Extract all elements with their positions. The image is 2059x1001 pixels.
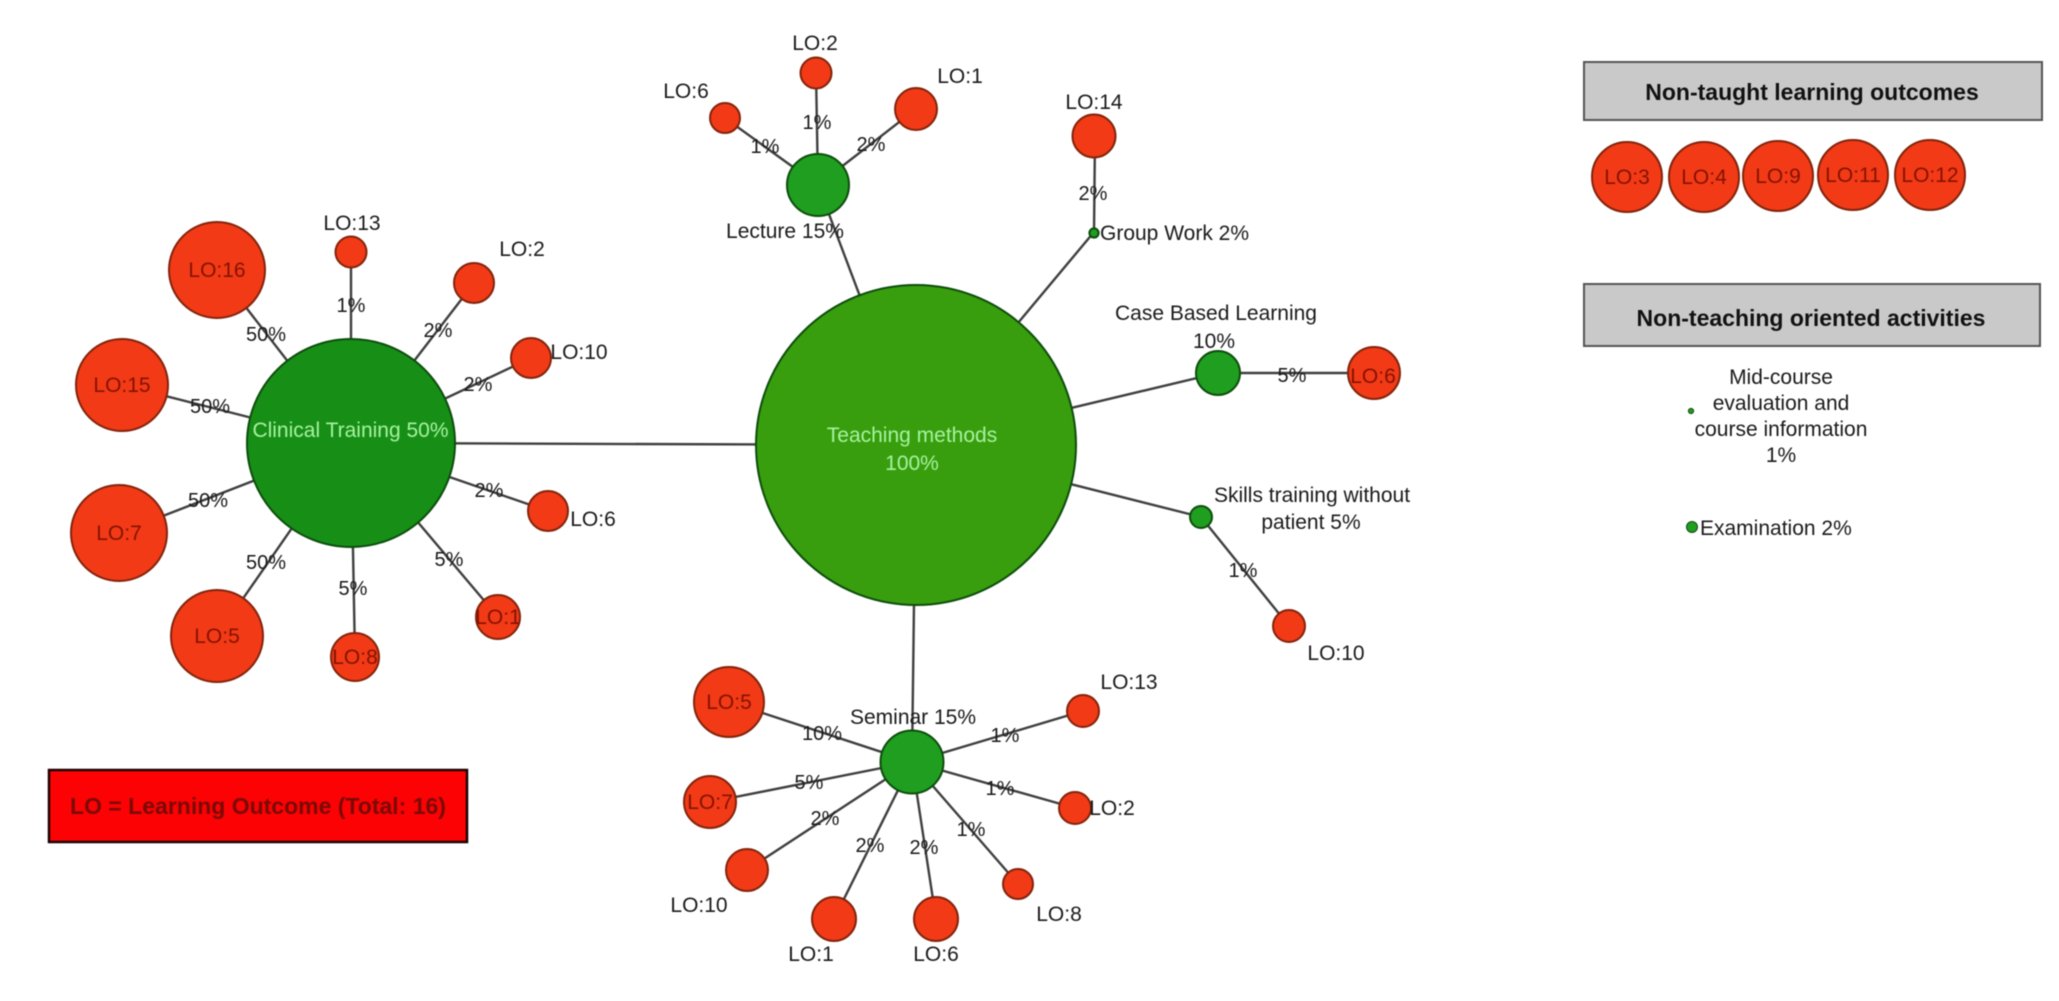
svg-text:5%: 5%	[1278, 365, 1307, 387]
svg-text:LO:7: LO:7	[687, 791, 733, 814]
svg-text:Non-teaching oriented activiti: Non-teaching oriented activities	[1637, 305, 1986, 331]
svg-text:1%: 1%	[1229, 560, 1258, 582]
svg-text:LO:1: LO:1	[937, 65, 983, 88]
svg-text:2%: 2%	[910, 837, 939, 859]
svg-text:1%: 1%	[957, 819, 986, 841]
svg-text:Non-taught learning outcomes: Non-taught learning outcomes	[1645, 79, 1979, 105]
svg-text:LO:10: LO:10	[670, 894, 727, 917]
svg-text:Mid-course: Mid-course	[1729, 366, 1833, 389]
svg-text:LO:15: LO:15	[93, 374, 150, 397]
svg-text:course information: course information	[1695, 418, 1868, 441]
svg-text:Teaching methods: Teaching methods	[827, 424, 997, 447]
svg-text:LO:10: LO:10	[1307, 642, 1364, 665]
svg-text:2%: 2%	[857, 134, 886, 156]
svg-text:LO:10: LO:10	[550, 341, 607, 364]
svg-text:patient 5%: patient 5%	[1261, 511, 1360, 534]
svg-text:1%: 1%	[803, 112, 832, 134]
svg-text:50%: 50%	[190, 396, 230, 418]
svg-text:2%: 2%	[424, 320, 453, 342]
svg-text:LO:5: LO:5	[706, 691, 752, 714]
svg-text:LO:11: LO:11	[1825, 164, 1881, 187]
svg-text:LO:13: LO:13	[323, 212, 380, 235]
svg-text:2%: 2%	[811, 808, 840, 830]
svg-text:50%: 50%	[188, 490, 228, 512]
svg-text:Clinical Training 50%: Clinical Training 50%	[252, 419, 448, 442]
svg-text:LO:1: LO:1	[788, 943, 834, 966]
svg-text:2%: 2%	[475, 480, 504, 502]
svg-text:10%: 10%	[1193, 330, 1235, 353]
svg-text:LO:9: LO:9	[1755, 165, 1801, 188]
svg-text:Case Based Learning: Case Based Learning	[1115, 302, 1317, 325]
svg-text:LO:6: LO:6	[570, 508, 616, 531]
svg-text:LO:1: LO:1	[475, 606, 521, 629]
svg-text:LO:5: LO:5	[194, 625, 240, 648]
svg-text:50%: 50%	[246, 324, 286, 346]
svg-text:1%: 1%	[337, 295, 366, 317]
svg-text:Seminar 15%: Seminar 15%	[850, 706, 976, 729]
svg-text:LO = Learning Outcome (Total:: LO = Learning Outcome (Total: 16)	[70, 793, 446, 819]
svg-text:5%: 5%	[339, 578, 368, 600]
svg-text:LO:6: LO:6	[913, 943, 959, 966]
svg-text:LO:2: LO:2	[792, 32, 838, 55]
svg-text:Examination 2%: Examination 2%	[1700, 517, 1852, 540]
svg-text:10%: 10%	[802, 723, 842, 745]
svg-text:1%: 1%	[991, 725, 1020, 747]
svg-text:Lecture 15%: Lecture 15%	[726, 220, 844, 243]
svg-text:5%: 5%	[435, 549, 464, 571]
svg-text:1%: 1%	[751, 136, 780, 158]
svg-text:LO:6: LO:6	[663, 80, 709, 103]
svg-text:Skills training without: Skills training without	[1214, 484, 1410, 507]
svg-text:LO:16: LO:16	[188, 259, 245, 282]
svg-text:LO:14: LO:14	[1065, 91, 1123, 114]
svg-text:LO:6: LO:6	[1350, 365, 1396, 388]
svg-text:LO:4: LO:4	[1681, 166, 1727, 189]
svg-text:LO:2: LO:2	[499, 238, 545, 261]
svg-text:100%: 100%	[885, 452, 939, 475]
svg-text:2%: 2%	[1079, 183, 1108, 205]
svg-text:1%: 1%	[986, 778, 1015, 800]
svg-text:LO:7: LO:7	[96, 522, 142, 545]
svg-text:LO:12: LO:12	[1901, 164, 1958, 187]
svg-text:LO:8: LO:8	[332, 646, 378, 669]
svg-text:LO:8: LO:8	[1036, 903, 1082, 926]
svg-text:1%: 1%	[1766, 444, 1796, 467]
svg-text:LO:13: LO:13	[1100, 671, 1157, 694]
svg-text:evaluation and: evaluation and	[1713, 392, 1850, 415]
svg-text:2%: 2%	[856, 835, 885, 857]
svg-text:LO:2: LO:2	[1089, 797, 1135, 820]
svg-text:Group Work 2%: Group Work 2%	[1100, 222, 1249, 245]
svg-text:LO:3: LO:3	[1604, 166, 1650, 189]
svg-text:50%: 50%	[246, 552, 286, 574]
svg-text:2%: 2%	[464, 374, 493, 396]
svg-text:5%: 5%	[795, 772, 824, 794]
